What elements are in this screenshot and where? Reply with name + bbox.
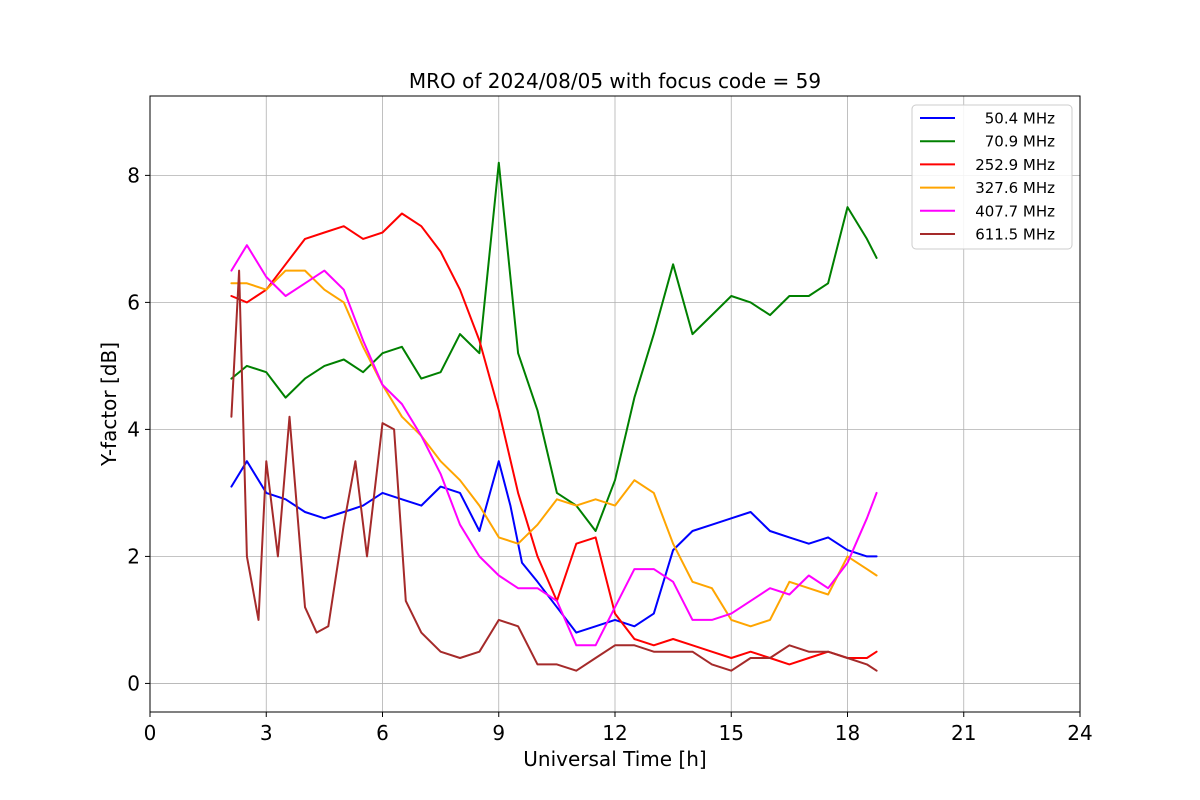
x-tick-label: 12	[602, 721, 627, 745]
y-axis-label: Y-factor [dB]	[97, 342, 121, 467]
chart-title: MRO of 2024/08/05 with focus code = 59	[409, 69, 821, 93]
x-axis-label: Universal Time [h]	[523, 747, 706, 771]
legend-label: 327.6 MHz	[975, 179, 1055, 197]
y-tick-label: 4	[127, 417, 140, 441]
legend: 50.4 MHz 70.9 MHz 252.9 MHz 327.6 MHz 407.7 …	[911, 104, 1073, 250]
y-tick-label: 2	[127, 544, 140, 568]
series-line-407-7-mhz	[230, 244, 878, 647]
legend-label: 611.5 MHz	[975, 226, 1055, 244]
x-tick-label: 9	[492, 721, 505, 745]
x-tick-label: 0	[144, 721, 157, 745]
x-tick-label: 21	[951, 721, 976, 745]
data-series	[230, 161, 878, 672]
y-tick-label: 8	[127, 163, 140, 187]
x-tick-label: 15	[719, 721, 744, 745]
legend-label: 252.9 MHz	[975, 156, 1055, 174]
legend-label: 50.4 MHz	[985, 110, 1055, 128]
y-tick-label: 6	[127, 290, 140, 314]
x-tick-label: 3	[260, 721, 273, 745]
series-line-327-6-mhz	[230, 269, 878, 628]
legend-label: 70.9 MHz	[985, 133, 1055, 151]
x-tick-label: 6	[376, 721, 389, 745]
y-tick-label: 0	[127, 671, 140, 695]
x-tick-label: 18	[835, 721, 860, 745]
x-tick-label: 24	[1067, 721, 1092, 745]
legend-label: 407.7 MHz	[975, 202, 1055, 220]
series-line-611-5-mhz	[230, 269, 878, 672]
series-line-70-9-mhz	[230, 161, 878, 532]
